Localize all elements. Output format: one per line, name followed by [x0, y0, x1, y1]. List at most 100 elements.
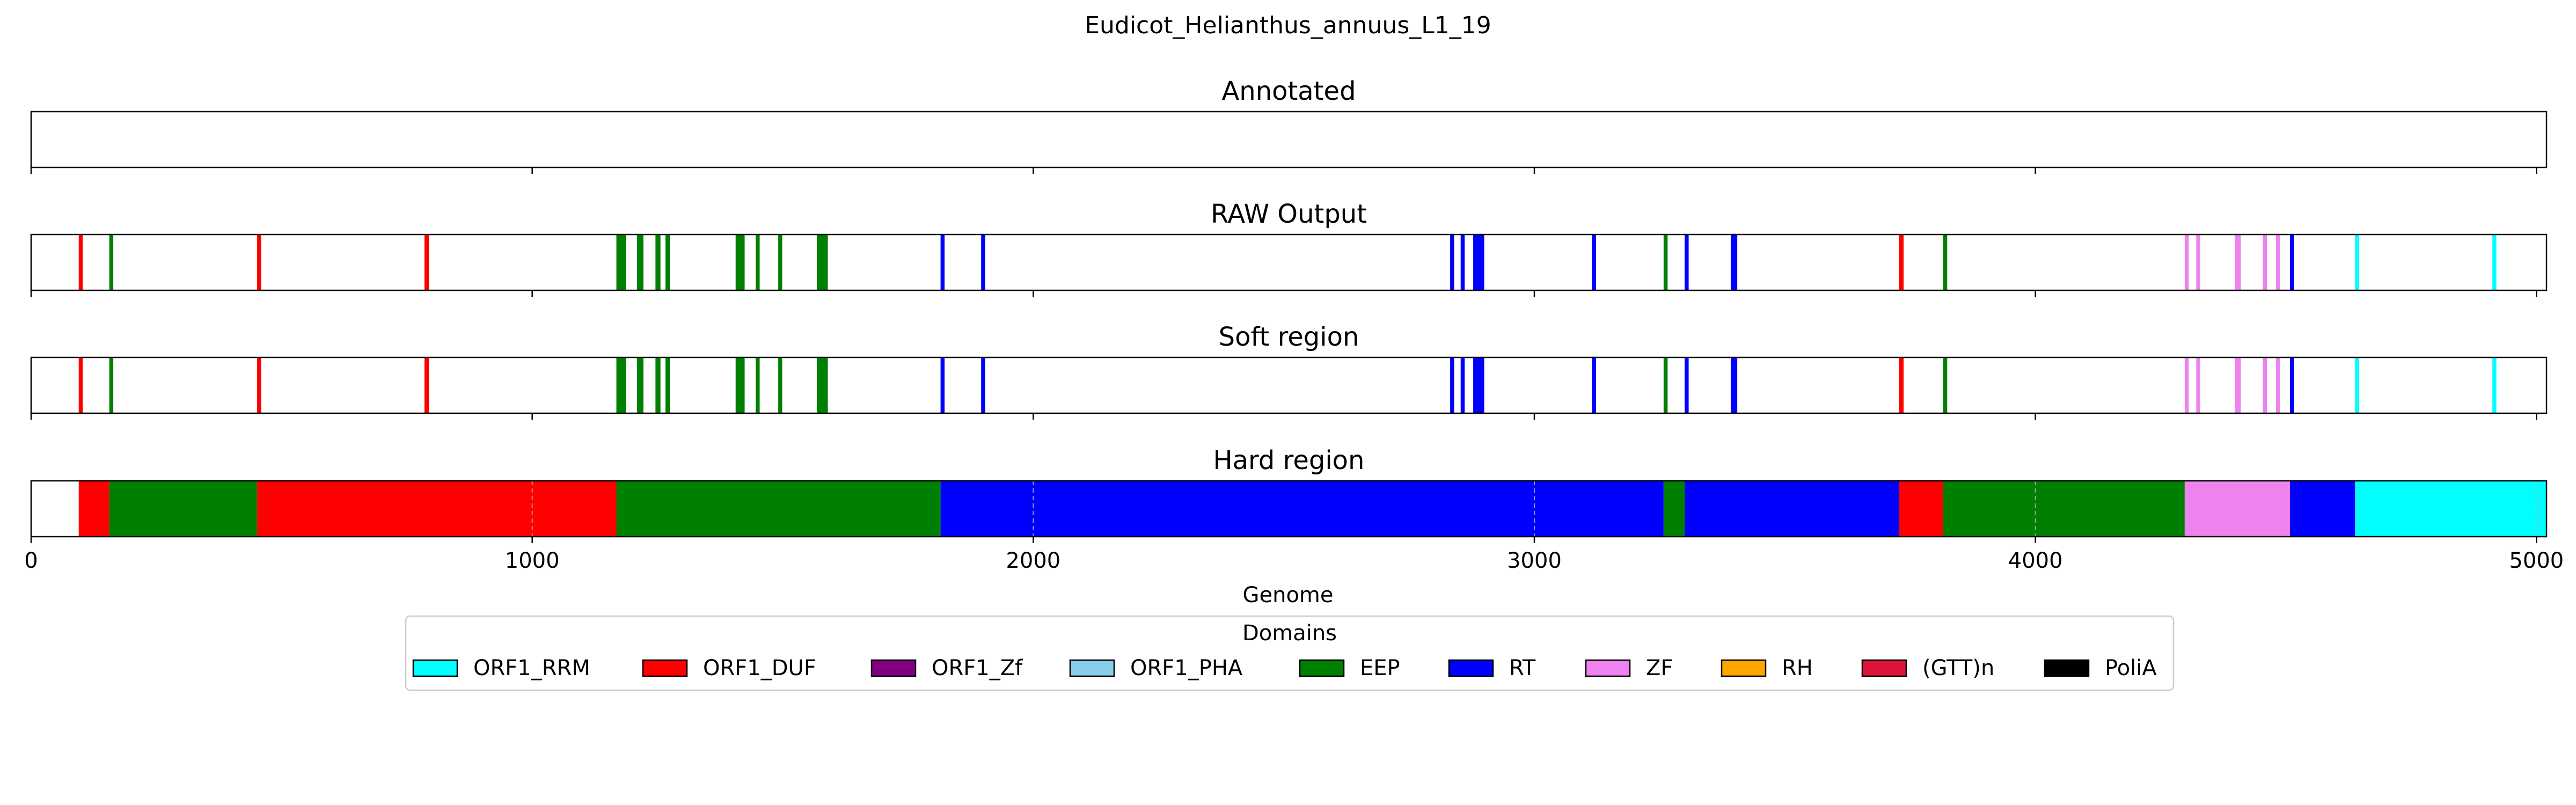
- domain-segment: [735, 357, 745, 413]
- x-axis: 0 1000 2000 3000 4000 5000: [24, 548, 2564, 573]
- track-background: [31, 357, 2546, 413]
- legend-entry: (GTT)n: [1861, 656, 1994, 680]
- track-title: Soft region: [1219, 322, 1359, 352]
- domain-segment: [2492, 357, 2497, 413]
- domain-segment: [1663, 481, 1685, 537]
- domain-segment: [2289, 357, 2294, 413]
- legend-label: ZF: [1646, 656, 1673, 680]
- domain-segment: [109, 481, 258, 537]
- domain-segment: [1730, 235, 1738, 290]
- domain-segment: [1899, 235, 1904, 290]
- domain-segment: [2235, 235, 2241, 290]
- domain-segment: [2196, 235, 2200, 290]
- x-axis-label: Genome: [1242, 583, 1333, 608]
- x-tick-label: 3000: [1507, 548, 1562, 573]
- domain-segment: [2289, 235, 2294, 290]
- legend-entry: RH: [1721, 656, 1813, 680]
- chart-title: Eudicot_Helianthus_annuus_L1_19: [1085, 12, 1491, 39]
- domain-segment: [1663, 357, 1668, 413]
- legend-swatch: [870, 659, 917, 677]
- domain-segment: [940, 357, 945, 413]
- domain-segment: [756, 357, 760, 413]
- domain-segment: [2355, 235, 2359, 290]
- legend-label: PoliA: [2105, 656, 2157, 680]
- legend-entry: RT: [1448, 656, 1536, 680]
- domain-segment: [816, 357, 828, 413]
- domain-segment: [424, 235, 429, 290]
- domain-segment: [778, 357, 782, 413]
- x-tick-label: 0: [24, 548, 38, 573]
- domain-segment: [636, 235, 643, 290]
- domain-segment: [78, 235, 83, 290]
- domain-segment: [1943, 235, 1948, 290]
- domain-segment: [2492, 235, 2497, 290]
- domain-segment: [2263, 235, 2267, 290]
- domain-segment: [257, 235, 261, 290]
- domain-segment: [1685, 357, 1689, 413]
- domain-segment: [636, 357, 643, 413]
- domain-segment: [1943, 357, 1948, 413]
- domain-segment: [2196, 357, 2200, 413]
- domain-segment: [1730, 357, 1738, 413]
- domain-segment: [2355, 481, 2546, 537]
- domain-segment: [1685, 235, 1689, 290]
- track-frame: [30, 356, 2548, 414]
- domain-segment: [756, 235, 760, 290]
- domain-segment: [2289, 481, 2355, 537]
- domain-segment: [1943, 481, 2185, 537]
- domain-segment: [981, 357, 985, 413]
- domain-segment: [1460, 235, 1465, 290]
- track-frame: [30, 233, 2548, 291]
- legend-swatch: [1585, 659, 1631, 677]
- legend-entry: ORF1_RRM: [412, 656, 590, 680]
- track-frame: [30, 111, 2548, 169]
- domain-segment: [816, 235, 828, 290]
- legend-label: RH: [1782, 656, 1813, 680]
- domain-segment: [616, 481, 941, 537]
- x-tick-label: 5000: [2509, 548, 2564, 573]
- legend-swatch: [1448, 659, 1494, 677]
- track-3: Hard region: [30, 445, 2548, 543]
- domain-segment: [78, 357, 83, 413]
- domain-segment: [1663, 235, 1668, 290]
- x-tick-label: 2000: [1006, 548, 1060, 573]
- domain-segment: [735, 235, 745, 290]
- track-0: Annotated: [30, 76, 2548, 174]
- domain-segment: [2263, 357, 2267, 413]
- legend-entry: PoliA: [2044, 656, 2157, 680]
- domain-segment: [257, 481, 617, 537]
- legend-label: ORF1_RRM: [473, 656, 590, 680]
- domain-segment: [257, 357, 261, 413]
- legend-swatch: [1721, 659, 1767, 677]
- track-2: Soft region: [30, 322, 2548, 420]
- domain-segment: [981, 235, 985, 290]
- track-title: RAW Output: [1211, 199, 1367, 229]
- domain-segment: [2184, 235, 2189, 290]
- domain-segment: [778, 235, 782, 290]
- x-tick-label: 4000: [2008, 548, 2063, 573]
- domain-segment: [2235, 357, 2241, 413]
- domain-segment: [940, 235, 945, 290]
- domain-segment: [1685, 481, 1899, 537]
- legend-label: ORF1_Zf: [932, 656, 1023, 680]
- legend-entry: EEP: [1299, 656, 1400, 680]
- legend-entry: ORF1_Zf: [870, 656, 1023, 680]
- domain-segment: [1592, 357, 1596, 413]
- domain-segment: [1899, 481, 1943, 537]
- legend-label: RT: [1509, 656, 1536, 680]
- domain-segment: [1592, 235, 1596, 290]
- legend-entry: ZF: [1585, 656, 1673, 680]
- domain-segment: [655, 357, 661, 413]
- track-frame: [30, 480, 2548, 538]
- track-title: Hard region: [1213, 445, 1365, 475]
- track-background: [31, 235, 2546, 290]
- domain-segment: [424, 357, 429, 413]
- domain-segment: [109, 357, 114, 413]
- x-tick-label: 1000: [505, 548, 560, 573]
- domain-segment: [2184, 481, 2290, 537]
- domain-segment: [1450, 357, 1454, 413]
- domain-segment: [1450, 235, 1454, 290]
- domain-segment: [1899, 357, 1904, 413]
- track-1: RAW Output: [30, 199, 2548, 297]
- domain-segment: [1473, 357, 1484, 413]
